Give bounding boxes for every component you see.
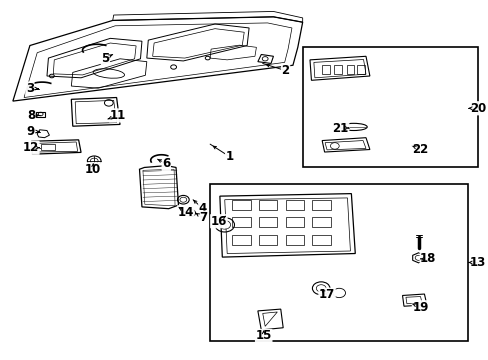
Bar [285, 234, 304, 244]
Bar [312, 201, 330, 211]
Bar [232, 201, 250, 211]
Bar [285, 217, 304, 226]
Bar [302, 47, 477, 167]
Bar [334, 65, 342, 74]
Text: 20: 20 [469, 102, 485, 115]
Bar [41, 144, 55, 150]
Bar [346, 65, 354, 74]
Text: 7: 7 [198, 211, 206, 224]
Bar [258, 217, 277, 226]
Bar [232, 234, 250, 244]
Text: 18: 18 [419, 252, 436, 265]
Text: 11: 11 [109, 109, 125, 122]
Bar [258, 201, 277, 211]
Text: 4: 4 [198, 202, 206, 215]
Bar [232, 217, 250, 226]
Text: 8: 8 [27, 109, 35, 122]
Text: 13: 13 [469, 256, 485, 269]
Text: 16: 16 [210, 215, 226, 228]
Text: 22: 22 [411, 143, 428, 156]
Bar [210, 184, 468, 341]
Text: 5: 5 [101, 51, 109, 64]
Text: 3: 3 [26, 82, 34, 95]
Text: 12: 12 [23, 141, 39, 154]
Bar [312, 217, 330, 226]
Text: 14: 14 [177, 206, 194, 219]
Bar [285, 201, 304, 211]
Text: 19: 19 [411, 301, 428, 314]
Text: 9: 9 [27, 125, 35, 138]
Text: 1: 1 [225, 150, 233, 163]
Text: 6: 6 [162, 157, 170, 170]
Bar [258, 234, 277, 244]
Text: 17: 17 [318, 288, 334, 301]
Bar [322, 65, 329, 74]
Bar [357, 65, 364, 74]
Text: 21: 21 [332, 122, 348, 135]
Text: 2: 2 [281, 64, 289, 77]
Text: 10: 10 [85, 163, 101, 176]
Bar [312, 234, 330, 244]
Text: 15: 15 [255, 329, 271, 342]
